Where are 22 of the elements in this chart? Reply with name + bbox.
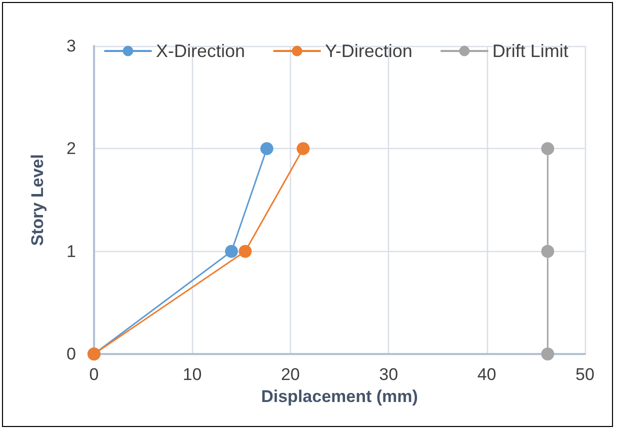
x-tick-label: 10 [182,365,202,384]
legend-label: X-Direction [156,41,246,61]
point [224,244,238,258]
legend-label: Drift Limit [492,41,568,61]
point [541,244,554,258]
point [260,142,274,156]
point [238,244,252,258]
point [541,348,554,360]
x-tick-label: 20 [280,365,300,384]
y-tick-label: 1 [66,242,76,261]
point [296,142,310,156]
x-tick-label: 0 [89,365,99,384]
legend-label: Y-Direction [325,41,412,61]
x-tick-label: 50 [576,365,594,384]
x-axis-title: Displacement (mm) [261,386,418,406]
y-tick-label: 3 [66,36,76,56]
y-axis-title: Story Level [28,154,47,246]
x-tick-label: 30 [379,365,398,384]
point [541,142,554,156]
y-tick-label: 2 [66,139,76,158]
x-tick-label: 40 [477,365,496,384]
y-tick-label: 0 [66,344,76,364]
